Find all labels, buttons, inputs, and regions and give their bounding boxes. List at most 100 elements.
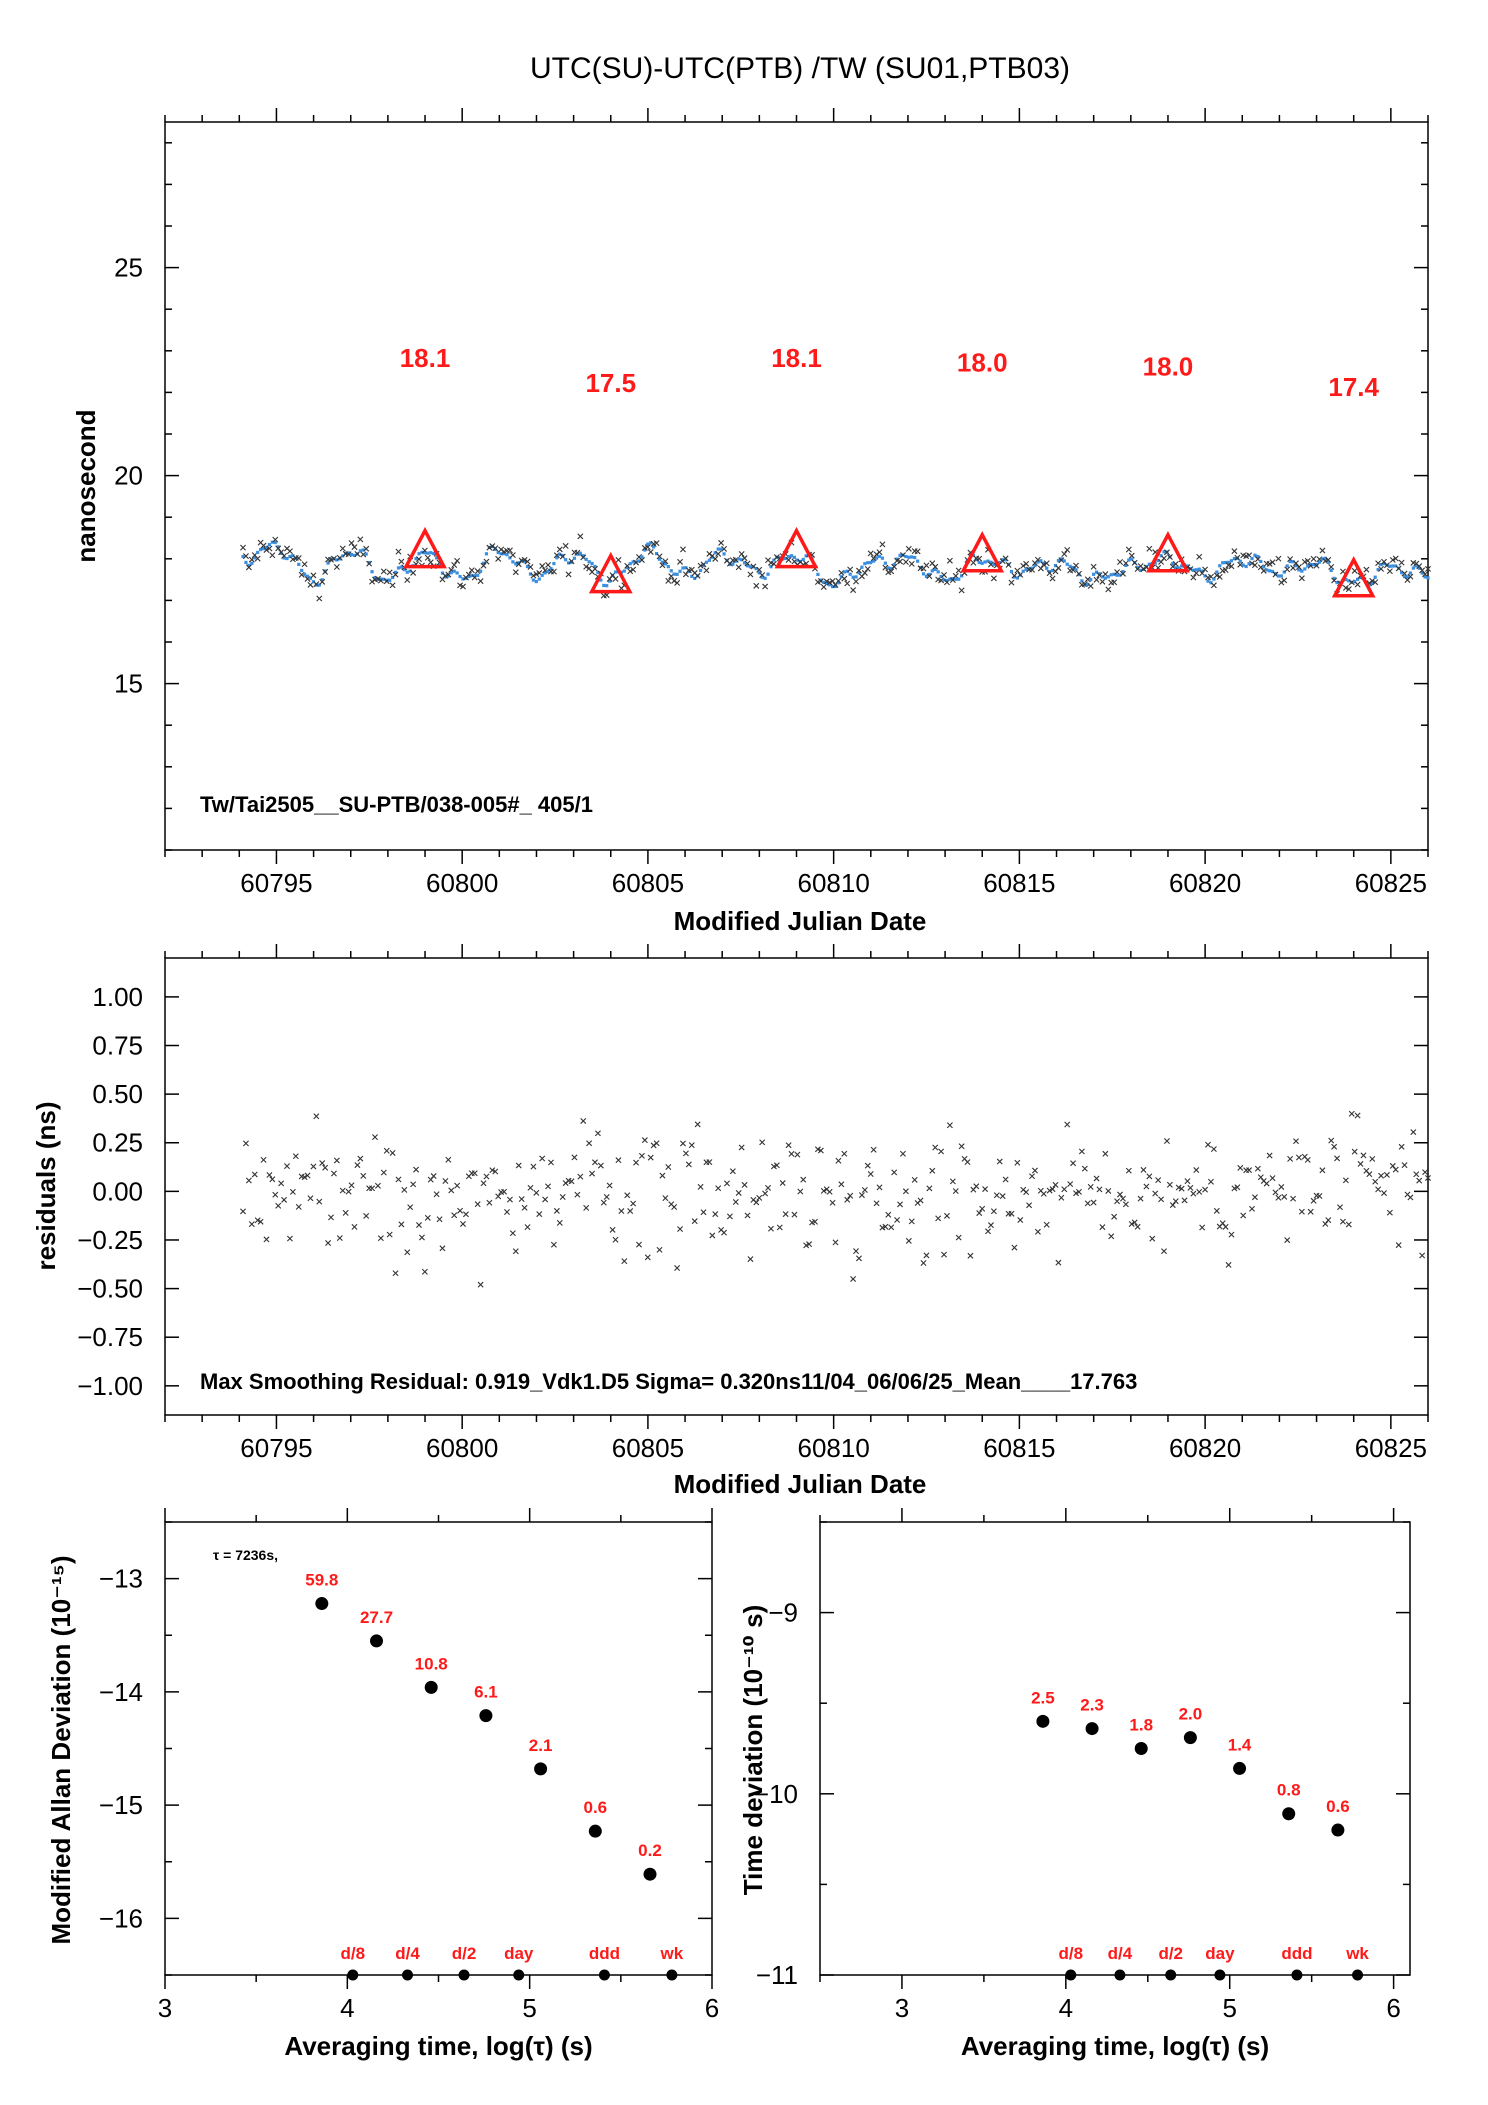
residual-point [1096, 1186, 1103, 1193]
raw-point [1087, 583, 1094, 590]
raw-point [1017, 571, 1024, 578]
smoothed-point [534, 579, 538, 584]
smoothed-point [511, 560, 515, 564]
residual-point [1339, 1218, 1346, 1225]
smoothed-point [652, 545, 656, 549]
residual-point [715, 1185, 722, 1192]
smoothed-point [1197, 567, 1201, 571]
raw-point [627, 568, 634, 575]
smoothed-point [402, 568, 406, 572]
residual-point [800, 1176, 807, 1183]
smoothed-point [757, 571, 761, 575]
raw-point [1407, 573, 1414, 580]
raw-point [1146, 545, 1153, 552]
raw-point [1363, 566, 1370, 573]
raw-point [1422, 571, 1429, 578]
raw-point [1075, 570, 1082, 577]
raw-point [480, 562, 487, 569]
smoothed-point [408, 569, 412, 573]
residual-point [448, 1187, 455, 1194]
smoothed-point [1253, 553, 1257, 557]
deviation-point [315, 1597, 329, 1611]
smoothed-point [1420, 571, 1424, 575]
smoothed-point [531, 578, 535, 582]
y-tick-label: −13 [99, 1564, 143, 1594]
raw-point [1369, 577, 1376, 584]
smoothed-point [737, 557, 741, 561]
residual-point [1207, 1178, 1214, 1185]
deviation-label: 2.1 [529, 1736, 553, 1755]
raw-point [665, 577, 672, 584]
raw-point [867, 550, 874, 557]
tau-note: τ = 7236s, [213, 1547, 278, 1563]
raw-point [926, 573, 933, 580]
raw-point [1020, 562, 1027, 569]
residual-point [627, 1208, 634, 1215]
residual-point [275, 1202, 282, 1209]
smoothed-point [657, 557, 662, 561]
smoothed-point [1408, 571, 1413, 575]
smoothed-point [930, 569, 934, 573]
smoothed-point [508, 556, 512, 560]
residual-point [1369, 1155, 1376, 1162]
smoothed-point [942, 578, 946, 582]
residual-point [785, 1142, 792, 1149]
residual-point [1034, 1228, 1041, 1235]
smoothed-point [640, 555, 644, 559]
residual-point [744, 1212, 751, 1219]
deviation-label: 2.3 [1080, 1696, 1104, 1715]
smoothed-point [637, 559, 641, 563]
smoothed-point [1065, 562, 1069, 566]
deviation-label: 1.4 [1228, 1735, 1252, 1754]
smoothed-point [561, 553, 565, 558]
smoothed-point [819, 578, 823, 582]
residual-point [882, 1223, 889, 1230]
raw-point [1023, 560, 1030, 567]
raw-point [677, 558, 684, 565]
residual-point [322, 1164, 329, 1171]
smoothed-point [874, 556, 879, 560]
raw-point [908, 560, 915, 567]
smoothed-point [581, 554, 585, 558]
residual-point [295, 1203, 302, 1210]
residual-point [292, 1153, 299, 1160]
raw-point [1040, 561, 1047, 568]
smoothed-point [1391, 564, 1395, 568]
residual-point [354, 1162, 361, 1169]
smoothed-point [514, 562, 518, 566]
triangle-label: 18.1 [771, 343, 822, 373]
residual-point [876, 1184, 883, 1191]
raw-point [1131, 559, 1138, 566]
residual-point [272, 1191, 279, 1198]
smoothed-point [264, 545, 269, 549]
deviation-point [370, 1634, 384, 1648]
y-tick-label: 0.00 [92, 1176, 143, 1206]
raw-point [351, 544, 358, 551]
residual-point [1298, 1208, 1305, 1215]
residual-point [1410, 1129, 1417, 1136]
residual-point [445, 1156, 452, 1163]
residual-point [1281, 1193, 1288, 1200]
smoothed-point [1130, 557, 1134, 561]
smoothed-point [1206, 579, 1210, 583]
residual-point [1205, 1141, 1211, 1148]
residual-point [284, 1163, 290, 1170]
residual-point [1234, 1184, 1241, 1191]
raw-point [1161, 555, 1168, 562]
residual-point [1099, 1224, 1106, 1231]
residual-point [357, 1155, 364, 1162]
y-axis-label: Modified Allan Deviation (10⁻¹⁵) [46, 1556, 76, 1945]
raw-point [1378, 565, 1385, 572]
smoothed-point [1209, 581, 1213, 585]
raw-point [1395, 565, 1402, 572]
smoothed-point [707, 558, 711, 562]
residual-point [993, 1192, 1000, 1199]
residual-point [779, 1180, 786, 1187]
raw-point [295, 555, 302, 562]
residual-point [1351, 1148, 1358, 1155]
raw-point [550, 568, 557, 575]
residual-point [301, 1174, 308, 1181]
smoothed-point [1162, 550, 1166, 554]
residual-point [395, 1176, 402, 1183]
smoothed-point [857, 571, 861, 575]
